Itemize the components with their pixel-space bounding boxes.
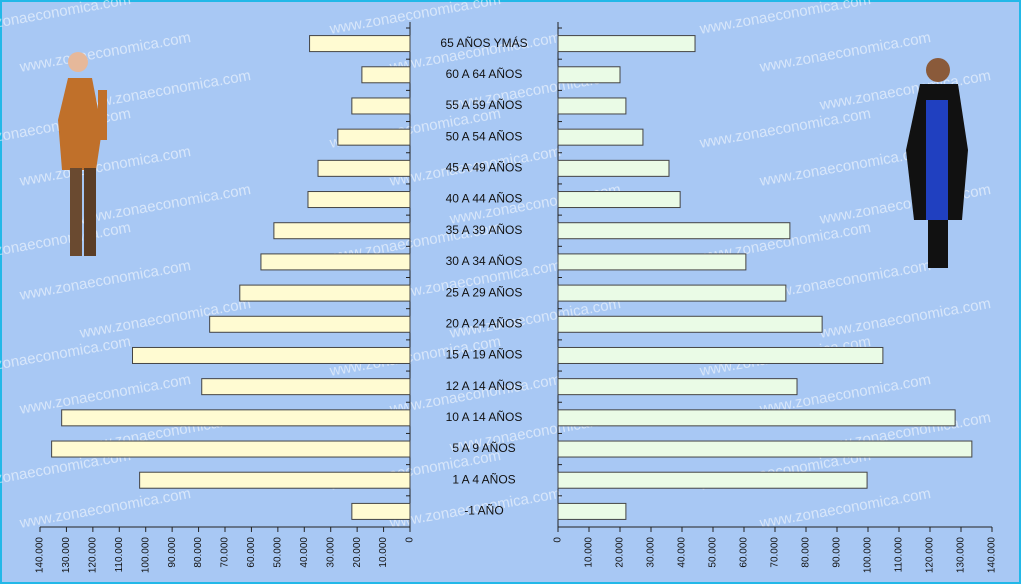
bar xyxy=(557,128,644,146)
category-label: 45 A 49 AÑOS xyxy=(446,161,523,175)
bar xyxy=(557,471,868,489)
bar xyxy=(557,440,973,458)
bar xyxy=(557,315,823,333)
x-tick-label: 130.000 xyxy=(61,537,72,574)
bar xyxy=(557,409,956,427)
x-tick-label: 120.000 xyxy=(87,537,98,574)
x-tick-label: 90.000 xyxy=(167,537,178,568)
bar xyxy=(351,97,411,115)
x-tick-label: 100.000 xyxy=(140,537,151,574)
category-label: 25 A 29 AÑOS xyxy=(446,285,523,299)
bar xyxy=(351,502,411,520)
x-tick-label: 30.000 xyxy=(646,537,657,568)
bar xyxy=(307,191,411,209)
bar xyxy=(201,378,411,396)
x-tick-label: 110.000 xyxy=(894,537,905,573)
bar xyxy=(557,502,627,520)
bar xyxy=(557,378,798,396)
x-tick-label: 90.000 xyxy=(832,537,843,568)
category-label: 35 A 39 AÑOS xyxy=(446,223,523,237)
x-tick-label: 30.000 xyxy=(325,537,336,568)
x-tick-label: 140.000 xyxy=(35,537,46,574)
x-tick-label: 80.000 xyxy=(193,537,204,568)
bar xyxy=(260,253,411,271)
x-tick-label: 110.000 xyxy=(114,537,125,573)
category-label: 10 A 14 AÑOS xyxy=(446,410,523,424)
bar xyxy=(317,159,411,177)
x-tick-label: 120.000 xyxy=(925,537,936,574)
x-tick-label: 60.000 xyxy=(246,537,257,568)
x-tick-label: 130.000 xyxy=(956,537,967,574)
x-tick-label: 70.000 xyxy=(220,537,231,568)
x-tick-label: 60.000 xyxy=(739,537,750,568)
bar xyxy=(309,35,411,53)
x-tick-label: 100.000 xyxy=(863,537,874,574)
bar xyxy=(557,191,681,209)
bar xyxy=(557,346,884,364)
category-label: 15 A 19 AÑOS xyxy=(446,348,523,362)
category-label: 30 A 34 AÑOS xyxy=(446,254,523,268)
category-label: -1 AÑO xyxy=(464,504,503,518)
woman-figure xyxy=(906,58,968,268)
x-tick-label: 50.000 xyxy=(272,537,283,568)
category-label: 1 A 4 AÑOS xyxy=(452,472,515,486)
x-tick-label: 70.000 xyxy=(770,537,781,568)
bar xyxy=(61,409,411,427)
x-tick-label: 80.000 xyxy=(801,537,812,568)
x-tick-label: 0 xyxy=(553,537,564,543)
man-figure xyxy=(58,52,107,256)
category-label: 65 AÑOS YMÁS xyxy=(440,35,527,50)
x-tick-label: 10.000 xyxy=(584,537,595,568)
x-tick-label: 20.000 xyxy=(615,537,626,568)
x-tick-label: 50.000 xyxy=(708,537,719,568)
category-label: 5 A 9 AÑOS xyxy=(452,441,515,455)
bar xyxy=(557,253,747,271)
x-tick-label: 20.000 xyxy=(352,537,363,568)
category-label: 50 A 54 AÑOS xyxy=(446,129,523,143)
category-label: 40 A 44 AÑOS xyxy=(446,192,523,206)
bar xyxy=(557,159,670,177)
bar xyxy=(337,128,411,146)
category-label: 55 A 59 AÑOS xyxy=(446,98,523,112)
bar xyxy=(273,222,411,240)
bar xyxy=(132,346,411,364)
category-label: 20 A 24 AÑOS xyxy=(446,316,523,330)
bar xyxy=(239,284,411,302)
bar xyxy=(557,66,621,84)
bar xyxy=(557,35,696,53)
category-label: 60 A 64 AÑOS xyxy=(446,67,523,81)
bar xyxy=(209,315,411,333)
bar xyxy=(51,440,411,458)
x-tick-label: 0 xyxy=(405,537,416,543)
bar xyxy=(557,284,787,302)
bar xyxy=(557,222,791,240)
x-tick-label: 40.000 xyxy=(677,537,688,568)
x-tick-label: 140.000 xyxy=(987,537,998,574)
bar xyxy=(139,471,411,489)
category-label: 12 A 14 AÑOS xyxy=(446,379,523,393)
x-tick-label: 40.000 xyxy=(299,537,310,568)
bar xyxy=(361,66,411,84)
x-tick-label: 10.000 xyxy=(378,537,389,568)
bar xyxy=(557,97,627,115)
